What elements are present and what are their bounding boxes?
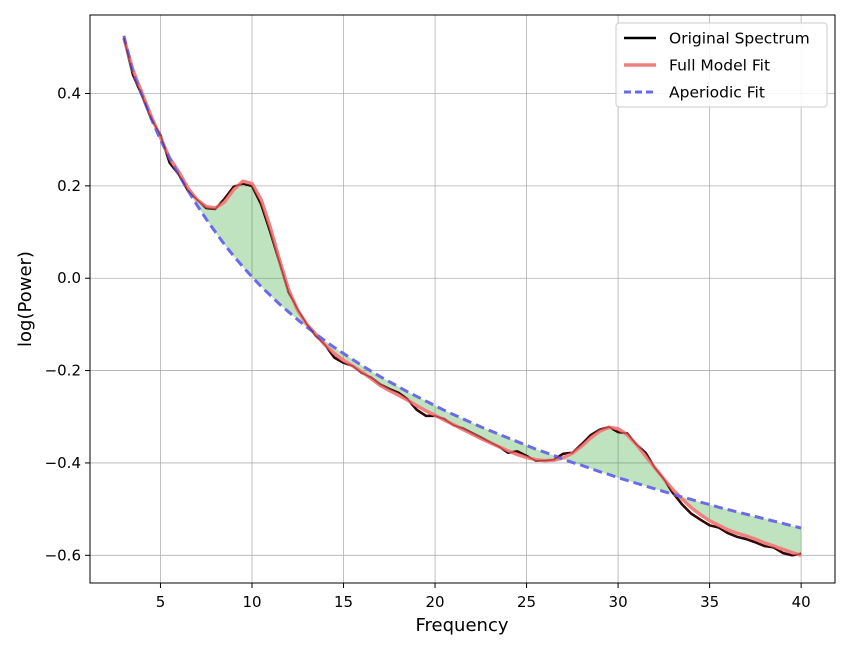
y-tick-label: −0.6 <box>45 546 81 564</box>
series-lines <box>122 35 802 557</box>
grid <box>90 15 835 583</box>
legend-label-full-model-fit: Full Model Fit <box>669 57 770 75</box>
legend-label-aperiodic-fit: Aperiodic Fit <box>669 84 765 102</box>
x-tick-label: 35 <box>700 593 719 611</box>
y-tick-label: −0.4 <box>45 454 81 472</box>
x-tick-label: 10 <box>242 593 261 611</box>
x-axis-label: Frequency <box>416 615 509 636</box>
series-line-aperiodic-fit <box>122 35 802 530</box>
x-tick-label: 30 <box>609 593 628 611</box>
y-tick-label: 0.0 <box>57 269 81 287</box>
legend: Original Spectrum Full Model Fit Aperiodic… <box>615 22 828 108</box>
x-tick-label: 20 <box>425 593 444 611</box>
y-tick-label: −0.2 <box>45 362 81 380</box>
legend-label-original-spectrum: Original Spectrum <box>669 30 810 48</box>
x-tick-label: 25 <box>517 593 536 611</box>
x-tick-label: 5 <box>156 593 166 611</box>
x-tick-label: 15 <box>334 593 353 611</box>
legend-box <box>615 22 828 108</box>
series-overlap-line <box>123 37 802 556</box>
series-line-full-model-fit <box>122 37 802 557</box>
x-tick-label: 40 <box>792 593 811 611</box>
y-axis-label: log(Power) <box>15 251 36 347</box>
y-tick-label: 0.4 <box>57 85 81 103</box>
plot-frame <box>89 14 836 584</box>
x-axis-ticks: 5 10 15 20 25 30 35 40 <box>156 583 811 611</box>
y-tick-label: 0.2 <box>57 177 81 195</box>
y-axis-ticks: −0.6 −0.4 −0.2 0.0 0.2 0.4 <box>45 85 90 564</box>
plot-background <box>90 15 835 583</box>
